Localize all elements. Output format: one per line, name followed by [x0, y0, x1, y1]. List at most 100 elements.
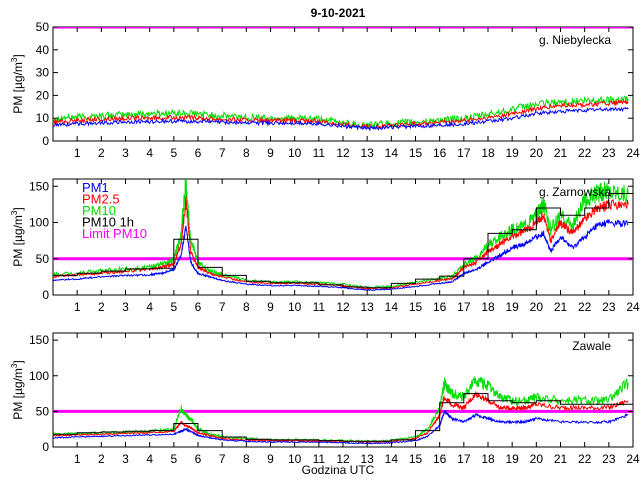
x-tick-label: 1: [74, 452, 81, 466]
station-name: g. Zarnowska: [539, 185, 611, 199]
x-tick-label: 8: [243, 452, 250, 466]
x-tick-label: 19: [505, 300, 519, 314]
x-tick-label: 18: [481, 452, 495, 466]
legend-entry-pm1: PM1: [82, 180, 109, 195]
x-tick-label: 2: [98, 300, 105, 314]
axes-frame: [52, 332, 634, 448]
x-tick-label: 15: [409, 300, 423, 314]
y-tick-label: 100: [29, 369, 49, 383]
y-tick-label: 20: [36, 88, 50, 102]
x-tick-label: 19: [505, 452, 519, 466]
x-tick-label: 13: [360, 300, 374, 314]
x-tick-label: 6: [195, 452, 202, 466]
x-tick-label: 12: [336, 300, 350, 314]
x-tick-label: 16: [433, 146, 447, 160]
x-tick-label: 20: [530, 452, 544, 466]
y-tick-label: 50: [36, 252, 50, 266]
y-tick-label: 150: [29, 179, 49, 193]
y-tick-label: 30: [36, 66, 50, 80]
x-tick-label: 23: [602, 146, 616, 160]
x-tick-label: 4: [146, 146, 153, 160]
x-axis-label: Godzina UTC: [302, 463, 375, 477]
x-tick-label: 9: [267, 146, 274, 160]
legend-entry-pm10_1h: PM10 1h: [82, 215, 134, 230]
x-tick-label: 1: [74, 146, 81, 160]
y-tick-label: 0: [42, 440, 49, 454]
figure-title: 9-10-2021: [311, 6, 366, 20]
legend-entry-pm25: PM2.5: [82, 192, 120, 207]
x-tick-label: 12: [336, 146, 350, 160]
x-tick-label: 3: [122, 452, 129, 466]
series-pm1-line: [53, 106, 629, 132]
station-name: g. Niebylecka: [539, 33, 611, 47]
x-tick-label: 22: [578, 300, 592, 314]
x-tick-label: 21: [554, 452, 568, 466]
series-pm10-1h-step: [53, 193, 633, 289]
x-tick-label: 2: [98, 452, 105, 466]
x-tick-label: 11: [313, 146, 326, 160]
x-tick-label: 3: [122, 300, 129, 314]
x-tick-label: 5: [170, 452, 177, 466]
x-tick-label: 4: [146, 452, 153, 466]
y-tick-label: 50: [36, 404, 50, 418]
x-tick-label: 6: [195, 146, 202, 160]
x-tick-label: 8: [243, 146, 250, 160]
y-tick-label: 0: [42, 134, 49, 148]
plot-area: [53, 179, 633, 291]
x-tick-label: 13: [360, 452, 374, 466]
x-tick-label: 24: [626, 300, 640, 314]
station-name: Zawale: [572, 339, 611, 353]
x-tick-label: 3: [122, 146, 129, 160]
x-tick-label: 14: [385, 452, 399, 466]
series-pm10-line: [53, 95, 629, 129]
series-pm1-line: [53, 218, 629, 291]
y-tick-label: 0: [42, 288, 49, 302]
x-tick-label: 18: [481, 300, 495, 314]
x-tick-label: 21: [554, 300, 568, 314]
x-tick-label: 14: [385, 300, 399, 314]
x-tick-label: 23: [602, 452, 616, 466]
x-tick-label: 5: [170, 300, 177, 314]
x-tick-label: 11: [313, 300, 326, 314]
x-tick-label: 24: [626, 452, 640, 466]
series-pm10-1h-step: [53, 393, 633, 442]
x-tick-label: 7: [219, 452, 226, 466]
x-tick-label: 16: [433, 452, 447, 466]
x-tick-label: 6: [195, 300, 202, 314]
x-tick-label: 17: [457, 300, 471, 314]
x-tick-label: 1: [74, 300, 81, 314]
x-tick-label: 10: [288, 452, 302, 466]
series-pm10-line: [53, 179, 629, 290]
plot-area: [53, 27, 633, 132]
x-tick-label: 9: [267, 452, 274, 466]
x-tick-label: 11: [313, 452, 326, 466]
x-tick-label: 19: [505, 146, 519, 160]
x-tick-label: 17: [457, 452, 471, 466]
x-tick-label: 15: [409, 146, 423, 160]
x-tick-label: 23: [602, 300, 616, 314]
x-tick-label: 17: [457, 146, 471, 160]
y-tick-label: 10: [36, 111, 50, 125]
x-tick-label: 16: [433, 300, 447, 314]
x-tick-label: 22: [578, 146, 592, 160]
legend-entry-pm10: PM10: [82, 203, 116, 218]
x-tick-label: 20: [530, 146, 544, 160]
x-tick-label: 15: [409, 452, 423, 466]
x-tick-label: 4: [146, 300, 153, 314]
x-tick-label: 24: [626, 146, 640, 160]
x-tick-label: 18: [481, 146, 495, 160]
x-tick-label: 2: [98, 146, 105, 160]
legend-entry-limit: Limit PM10: [82, 226, 147, 241]
x-tick-label: 7: [219, 300, 226, 314]
x-tick-label: 13: [360, 146, 374, 160]
y-axis-label: PM [µg/m3]: [10, 360, 25, 419]
x-tick-label: 12: [336, 452, 350, 466]
series-pm25-line: [53, 98, 629, 130]
x-tick-label: 5: [170, 146, 177, 160]
x-tick-label: 10: [288, 300, 302, 314]
x-tick-label: 9: [267, 300, 274, 314]
